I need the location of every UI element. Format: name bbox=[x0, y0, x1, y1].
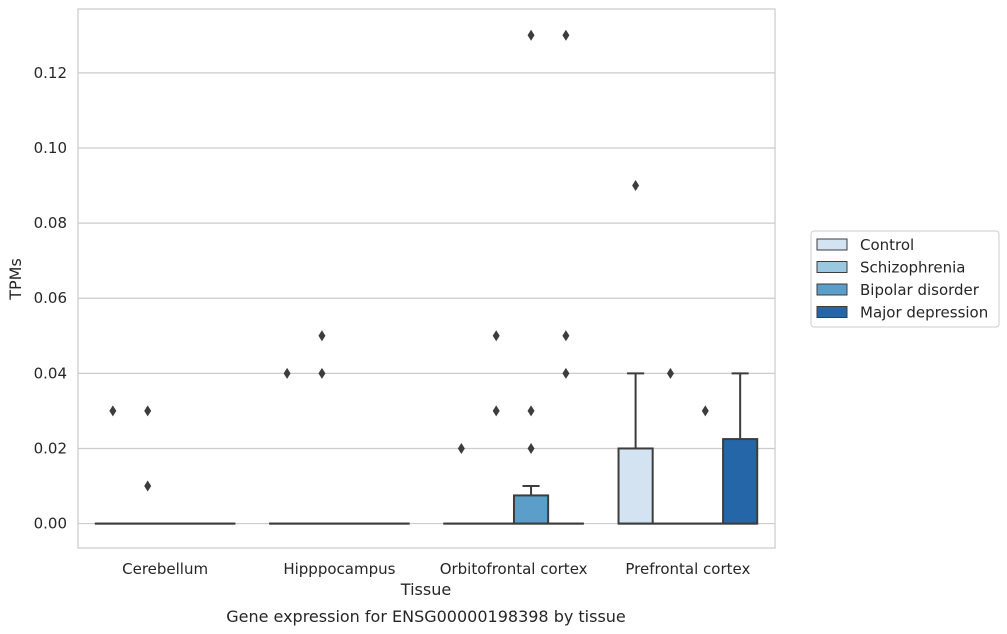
outlier-point bbox=[109, 405, 117, 417]
outlier-point bbox=[632, 180, 640, 192]
x-tick-label: Hipppocampus bbox=[283, 560, 395, 578]
outlier-point bbox=[492, 405, 500, 417]
legend-item: Bipolar disorder bbox=[816, 281, 980, 299]
box-group bbox=[722, 372, 759, 525]
chart-title: Gene expression for ENSG00000198398 by t… bbox=[226, 607, 626, 626]
outlier-point bbox=[144, 480, 152, 492]
outlier-point bbox=[701, 405, 709, 417]
outlier-point bbox=[666, 367, 674, 379]
plot-frame bbox=[77, 8, 776, 549]
box bbox=[512, 494, 550, 525]
x-tick-label: Cerebellum bbox=[122, 560, 208, 578]
legend-label: Control bbox=[860, 236, 914, 254]
x-tick-labels: Cerebellum Hipppocampus Orbitofrontal cort… bbox=[122, 560, 750, 578]
legend: Control Schizophrenia Bipolar disorder Majo… bbox=[810, 230, 1000, 328]
box bbox=[722, 438, 759, 525]
y-tick-label: 0.10 bbox=[34, 139, 67, 157]
y-tick-label: 0.12 bbox=[34, 64, 67, 82]
legend-item: Major depression bbox=[816, 304, 988, 322]
legend-label: Bipolar disorder bbox=[860, 281, 980, 299]
box-plots bbox=[94, 372, 759, 525]
outlier-point bbox=[562, 330, 570, 342]
y-tick-label: 0.04 bbox=[34, 364, 67, 382]
outlier-point bbox=[283, 367, 291, 379]
y-tick-labels: 0.00 0.02 0.04 0.06 0.08 0.10 0.12 bbox=[34, 64, 67, 533]
x-tick-label: Orbitofrontal cortex bbox=[440, 560, 588, 578]
outlier-point bbox=[492, 330, 500, 342]
outlier-point bbox=[144, 405, 152, 417]
outlier-point bbox=[527, 442, 535, 454]
box-group bbox=[617, 372, 654, 525]
x-axis-label: Tissue bbox=[400, 580, 451, 599]
outlier-point bbox=[318, 330, 326, 342]
box bbox=[617, 447, 654, 525]
grid-lines bbox=[78, 72, 775, 525]
y-axis-label: TPMs bbox=[6, 258, 25, 301]
outlier-point bbox=[318, 367, 326, 379]
legend-swatch bbox=[816, 283, 848, 296]
outlier-point bbox=[527, 405, 535, 417]
legend-frame bbox=[810, 230, 1000, 328]
box-group bbox=[512, 485, 550, 525]
outlier-point bbox=[457, 442, 465, 454]
legend-label: Schizophrenia bbox=[860, 259, 965, 277]
legend-item: Schizophrenia bbox=[816, 259, 965, 277]
legend-label: Major depression bbox=[860, 304, 988, 322]
outlier-point bbox=[562, 367, 570, 379]
y-tick-label: 0.00 bbox=[34, 515, 67, 533]
outlier-points bbox=[109, 29, 709, 492]
y-tick-label: 0.06 bbox=[34, 289, 67, 307]
y-tick-label: 0.02 bbox=[34, 439, 67, 457]
outlier-point bbox=[562, 29, 570, 41]
y-tick-label: 0.08 bbox=[34, 214, 67, 232]
x-tick-label: Prefrontal cortex bbox=[625, 560, 750, 578]
legend-swatch bbox=[816, 306, 848, 318]
legend-item: Control bbox=[816, 236, 914, 254]
legend-swatch bbox=[816, 261, 848, 273]
legend-swatch bbox=[816, 238, 848, 251]
outlier-point bbox=[527, 29, 535, 41]
